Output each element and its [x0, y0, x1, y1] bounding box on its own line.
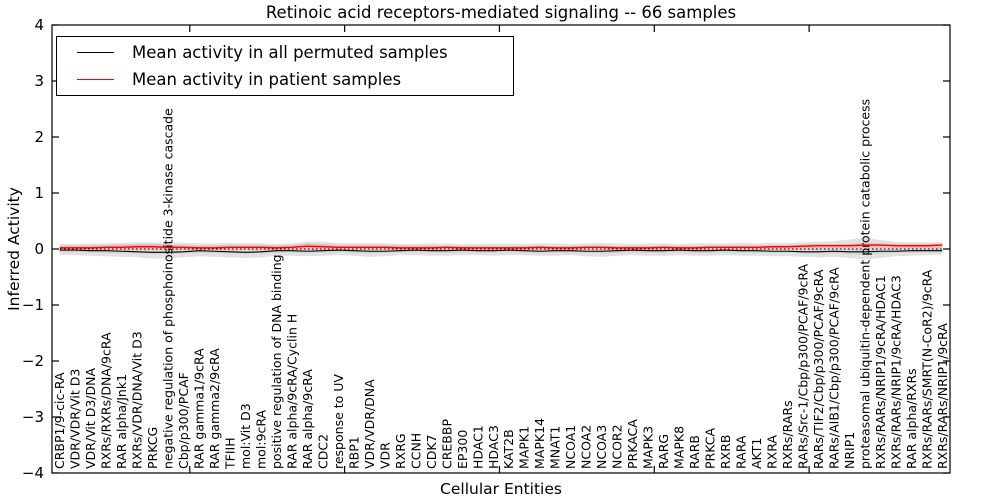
x-tick-label: RXRB: [718, 434, 733, 469]
x-tick-label: RAR alpha/9cRA: [300, 369, 315, 469]
x-tick-label: RXRs/RARs/NRIP1/9cRA/HDAC3: [888, 275, 903, 469]
x-tick-label: VDR: [377, 442, 392, 469]
x-tick-label: RXRA: [764, 435, 779, 469]
x-tick-label: RAR alpha/9cRA/Cyclin H: [284, 314, 299, 469]
y-tick-label: −1: [22, 296, 44, 314]
x-tick-label: RARG: [656, 434, 671, 469]
x-tick-label: RARs/TIF2/Cbp/p300/PCAF/9cRA: [811, 269, 826, 469]
patient-mean-line: [59, 244, 943, 249]
x-tick-label: CREBBP: [439, 419, 454, 469]
x-tick-label: CDC2: [315, 434, 330, 469]
y-tick-label: −2: [22, 352, 44, 370]
x-tick-label: VDR/Vit D3/DNA: [83, 368, 98, 469]
x-tick-label: RXRG: [393, 433, 408, 469]
x-tick-label: KAT2B: [501, 429, 516, 469]
x-tick-label: RAR alpha/RXRs: [904, 368, 919, 469]
x-tick-label: AKT1: [749, 438, 764, 469]
x-tick-label: RARs/AIB1/Cbp/p300/PCAF/9cRA: [826, 267, 841, 469]
x-tick-label: TFIIH: [223, 437, 238, 470]
x-tick-label: MAPK14: [532, 418, 547, 469]
x-tick-label: NCOA1: [563, 425, 578, 469]
x-tick-label: RXRs/RARs/SMRT(N-CoR2)/9cRA: [919, 269, 934, 469]
chart-title: Retinoic acid receptors-mediated signali…: [265, 3, 737, 22]
x-tick-label: RXRs/RARs: [780, 400, 795, 469]
x-axis-label: Cellular Entities: [440, 480, 562, 498]
y-tick-label: −4: [22, 464, 44, 482]
x-tick-label: CRBP1/9-cic-RA: [52, 372, 67, 469]
x-tick-label: RAR alpha/Jnk1: [114, 374, 129, 469]
y-tick-label: 0: [34, 240, 44, 258]
x-tick-label: RARs/Src-1/Cbp/p300/PCAF/9cRA: [795, 263, 810, 469]
x-tick-label: CCNH: [408, 433, 423, 469]
black-line-swatch: [77, 52, 114, 53]
x-tick-label: VDR/VDR/Vit D3: [68, 369, 83, 469]
x-tick-label: MAPK1: [517, 426, 532, 469]
x-tick-label: negative regulation of phosphoinositide …: [161, 108, 176, 469]
legend-entry-permuted: Mean activity in all permuted samples: [57, 39, 513, 66]
x-tick-label: mol:Vit D3: [238, 403, 253, 469]
x-tick-label: positive regulation of DNA binding: [269, 254, 284, 469]
x-tick-label: CDK7: [424, 434, 439, 469]
x-tick-label: NCOA3: [594, 425, 609, 469]
x-tick-label: response to UV: [331, 374, 346, 469]
x-tick-label: RARB: [687, 435, 702, 469]
legend-entry-patient: Mean activity in patient samples: [57, 66, 513, 93]
y-tick-label: 4: [34, 16, 44, 34]
legend-label-patient: Mean activity in patient samples: [132, 70, 402, 89]
legend-label-permuted: Mean activity in all permuted samples: [132, 43, 448, 62]
x-tick-label: MNAT1: [548, 426, 563, 469]
x-tick-label: RBP1: [346, 436, 361, 469]
x-tick-label: NCOA2: [579, 425, 594, 469]
permuted-mean-line: [59, 249, 943, 253]
x-tick-label: RARA: [733, 435, 748, 469]
x-tick-label: RAR gamma2/9cRA: [207, 348, 222, 469]
y-tick-label: 1: [34, 184, 44, 202]
y-tick-label: −3: [22, 408, 44, 426]
x-tick-label: mol:9cRA: [254, 409, 269, 469]
x-tick-label: Cbp/p300/PCAF: [176, 372, 191, 469]
y-tick-label: 2: [34, 128, 44, 146]
x-tick-label: RXRs/RARs/NRIP1/9cRA: [935, 323, 950, 469]
x-tick-label: proteasomal ubiquitin-dependent protein …: [857, 99, 872, 469]
x-tick-label: HDAC3: [486, 425, 501, 469]
x-tick-label: PRKACA: [625, 419, 640, 469]
y-tick-label: 3: [34, 72, 44, 90]
x-tick-label: MAPK8: [672, 426, 687, 469]
x-tick-label: RXRs/VDR/DNA/Vit D3: [130, 331, 145, 469]
red-line-swatch: [77, 79, 114, 80]
x-tick-label: PRKCG: [145, 427, 160, 469]
x-tick-label: VDR/VDR/DNA: [362, 379, 377, 469]
x-tick-label: PRKCA: [703, 428, 718, 469]
x-tick-label: RXRs/RARs/NRIP1/9cRA/HDAC1: [873, 275, 888, 469]
legend: Mean activity in all permuted samples Me…: [56, 36, 514, 96]
x-tick-label: RXRs/RXRs/DNA/9cRA: [99, 332, 114, 469]
x-tick-label: MAPK3: [641, 426, 656, 469]
x-tick-label: EP300: [455, 430, 470, 469]
x-tick-label: NCOR2: [610, 424, 625, 469]
x-tick-label: RAR gamma1/9cRA: [192, 348, 207, 469]
x-tick-label: NRIP1: [842, 432, 857, 469]
x-tick-label: HDAC1: [470, 425, 485, 469]
